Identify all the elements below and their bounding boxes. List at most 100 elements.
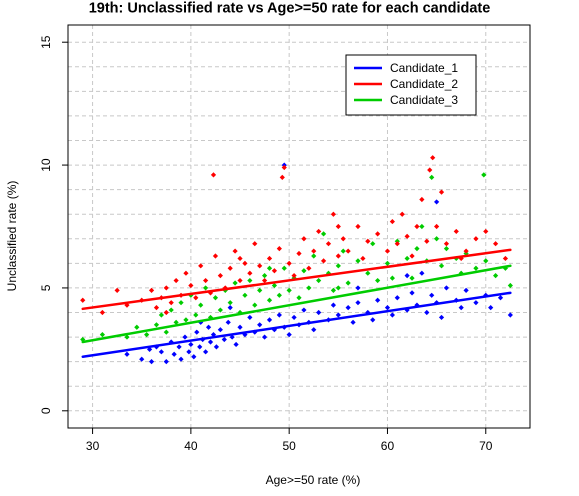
point-candidate-2 bbox=[99, 309, 106, 316]
point-candidate-2 bbox=[483, 228, 489, 235]
point-candidate-2 bbox=[212, 253, 219, 259]
point-candidate-1 bbox=[247, 314, 253, 321]
point-candidate-3 bbox=[247, 277, 253, 284]
point-candidate-3 bbox=[252, 302, 258, 308]
point-candidate-1 bbox=[291, 314, 297, 321]
point-candidate-3 bbox=[345, 280, 351, 286]
point-candidate-1 bbox=[384, 304, 391, 311]
x-axis-label: Age>=50 rate (%) bbox=[266, 473, 361, 487]
point-candidate-3 bbox=[355, 258, 361, 264]
point-candidate-2 bbox=[414, 223, 420, 230]
point-candidate-1 bbox=[311, 327, 317, 333]
point-candidate-1 bbox=[266, 317, 273, 323]
point-candidate-2 bbox=[360, 255, 366, 262]
point-candidate-3 bbox=[266, 265, 273, 271]
point-candidate-1 bbox=[191, 354, 197, 360]
point-candidate-2 bbox=[434, 223, 440, 230]
point-candidate-3 bbox=[296, 295, 302, 301]
point-candidate-3 bbox=[365, 270, 371, 276]
x-tick-label: 40 bbox=[184, 439, 198, 453]
point-candidate-2 bbox=[247, 270, 253, 276]
point-candidate-2 bbox=[427, 167, 433, 173]
point-candidate-3 bbox=[80, 336, 86, 343]
point-candidate-1 bbox=[355, 285, 361, 291]
point-candidate-2 bbox=[163, 285, 169, 291]
fit-line-candidate-2 bbox=[81, 248, 512, 311]
point-candidate-1 bbox=[198, 319, 204, 325]
point-candidate-1 bbox=[213, 344, 220, 350]
point-candidate-3 bbox=[144, 332, 150, 338]
point-candidate-2 bbox=[345, 248, 351, 254]
point-candidate-1 bbox=[197, 344, 203, 350]
y-axis-label: Unclassified rate (%) bbox=[5, 181, 19, 292]
x-tick-label: 60 bbox=[381, 439, 395, 453]
point-candidate-3 bbox=[404, 255, 410, 262]
point-candidate-3 bbox=[375, 277, 381, 284]
point-candidate-3 bbox=[301, 268, 307, 274]
fit-line-candidate-3 bbox=[81, 264, 512, 344]
point-candidate-2 bbox=[276, 246, 282, 252]
point-candidate-2 bbox=[80, 297, 86, 303]
data-points bbox=[80, 155, 513, 365]
point-candidate-1 bbox=[409, 290, 415, 296]
point-candidate-3 bbox=[217, 307, 223, 313]
point-candidate-1 bbox=[350, 319, 356, 325]
point-candidate-2 bbox=[237, 255, 243, 262]
point-candidate-1 bbox=[375, 297, 381, 303]
point-candidate-1 bbox=[182, 334, 188, 340]
point-candidate-3 bbox=[203, 285, 209, 291]
point-candidate-3 bbox=[276, 292, 282, 298]
point-candidate-1 bbox=[370, 317, 376, 323]
point-candidate-1 bbox=[194, 329, 200, 335]
point-candidate-2 bbox=[384, 248, 391, 254]
point-candidate-2 bbox=[301, 236, 307, 242]
point-candidate-2 bbox=[306, 265, 312, 271]
point-candidate-2 bbox=[330, 211, 337, 217]
point-candidate-1 bbox=[158, 349, 164, 355]
point-candidate-1 bbox=[488, 304, 494, 311]
point-candidate-3 bbox=[99, 332, 106, 338]
point-candidate-3 bbox=[124, 334, 130, 340]
point-candidate-3 bbox=[232, 280, 238, 286]
point-candidate-1 bbox=[429, 292, 435, 298]
point-candidate-3 bbox=[153, 322, 160, 328]
plot-border bbox=[67, 24, 531, 429]
point-candidate-1 bbox=[227, 304, 233, 311]
point-candidate-2 bbox=[389, 218, 395, 225]
point-candidate-1 bbox=[176, 344, 182, 350]
legend-label: Candidate_2 bbox=[390, 77, 458, 91]
point-candidate-3 bbox=[320, 231, 327, 237]
point-candidate-2 bbox=[375, 231, 381, 237]
point-candidate-2 bbox=[443, 241, 450, 247]
point-candidate-2 bbox=[502, 255, 509, 262]
point-candidate-3 bbox=[134, 324, 140, 330]
point-candidate-1 bbox=[394, 295, 400, 301]
point-candidate-3 bbox=[183, 317, 189, 323]
point-candidate-2 bbox=[473, 236, 479, 242]
point-candidate-1 bbox=[419, 270, 425, 276]
point-candidate-1 bbox=[424, 309, 430, 316]
point-candidate-3 bbox=[193, 312, 199, 318]
x-tick-label: 30 bbox=[86, 439, 100, 453]
point-candidate-3 bbox=[158, 312, 164, 318]
point-candidate-1 bbox=[221, 336, 227, 343]
point-candidate-2 bbox=[453, 228, 459, 235]
point-candidate-2 bbox=[217, 273, 223, 279]
point-candidate-3 bbox=[414, 246, 420, 252]
point-candidate-3 bbox=[198, 302, 204, 308]
point-candidate-2 bbox=[296, 250, 302, 257]
point-candidate-1 bbox=[438, 314, 445, 321]
point-candidate-2 bbox=[463, 248, 469, 254]
point-candidate-2 bbox=[237, 277, 243, 284]
point-candidate-1 bbox=[389, 312, 395, 318]
point-candidate-3 bbox=[306, 285, 312, 291]
point-candidate-3 bbox=[483, 258, 489, 264]
point-candidate-3 bbox=[443, 246, 450, 252]
grid bbox=[68, 25, 530, 428]
point-candidate-1 bbox=[178, 356, 184, 362]
point-candidate-1 bbox=[443, 285, 450, 291]
point-candidate-3 bbox=[340, 248, 346, 254]
point-candidate-1 bbox=[276, 312, 282, 318]
point-candidate-2 bbox=[355, 223, 361, 230]
point-candidate-2 bbox=[404, 233, 410, 239]
